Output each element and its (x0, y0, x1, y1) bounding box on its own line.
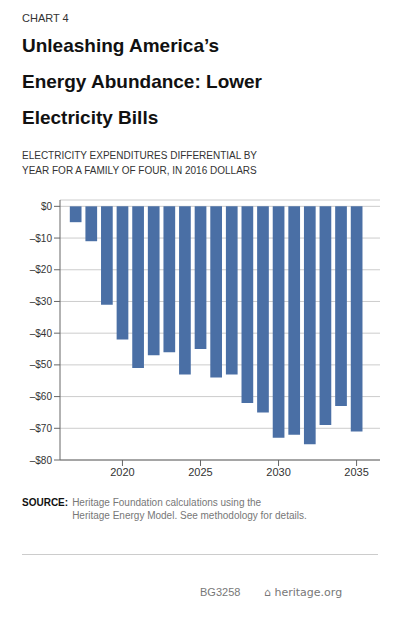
html-text:SOURCE: Heritage Foundation ca: SOURCE: Heritage Foundation calculations… (22, 497, 262, 508)
svg-text:–$50: –$50 (30, 359, 53, 370)
svg-text:$0: $0 (41, 201, 53, 212)
svg-text:–$60: –$60 (30, 391, 53, 402)
svg-text:–$40: –$40 (30, 328, 53, 339)
html-text:Unleashing America’s: Unleashing America’s (22, 35, 220, 56)
html-text:ELECTRICITY EXPENDITURES DIFFE: ELECTRICITY EXPENDITURES DIFFERENTIAL BY (22, 150, 257, 161)
svg-text:–$30: –$30 (30, 296, 53, 307)
svg-text:2030: 2030 (266, 466, 290, 478)
html-text:CHART 4: CHART 4 (22, 12, 69, 24)
svg-text:–$80: –$80 (30, 455, 53, 466)
html-text:Heritage Energy Model. See met: Heritage Energy Model. See methodology f… (72, 510, 307, 521)
html-text:Energy Abundance: Lower: Energy Abundance: Lower (22, 71, 262, 92)
svg-text:–$10: –$10 (30, 233, 53, 244)
html-text:Electricity Bills: Electricity Bills (22, 107, 159, 128)
html-text:⌂ heritage.org: ⌂ heritage.org (264, 586, 343, 599)
svg-text:2035: 2035 (344, 466, 368, 478)
html-text:BG3258: BG3258 (200, 586, 241, 598)
svg-text:2020: 2020 (110, 466, 134, 478)
svg-text:–$70: –$70 (30, 423, 53, 434)
svg-text:2025: 2025 (188, 466, 212, 478)
svg-text:–$20: –$20 (30, 264, 53, 275)
html-text:YEAR FOR A FAMILY OF FOUR, IN: YEAR FOR A FAMILY OF FOUR, IN 2016 DOLLA… (22, 165, 257, 176)
